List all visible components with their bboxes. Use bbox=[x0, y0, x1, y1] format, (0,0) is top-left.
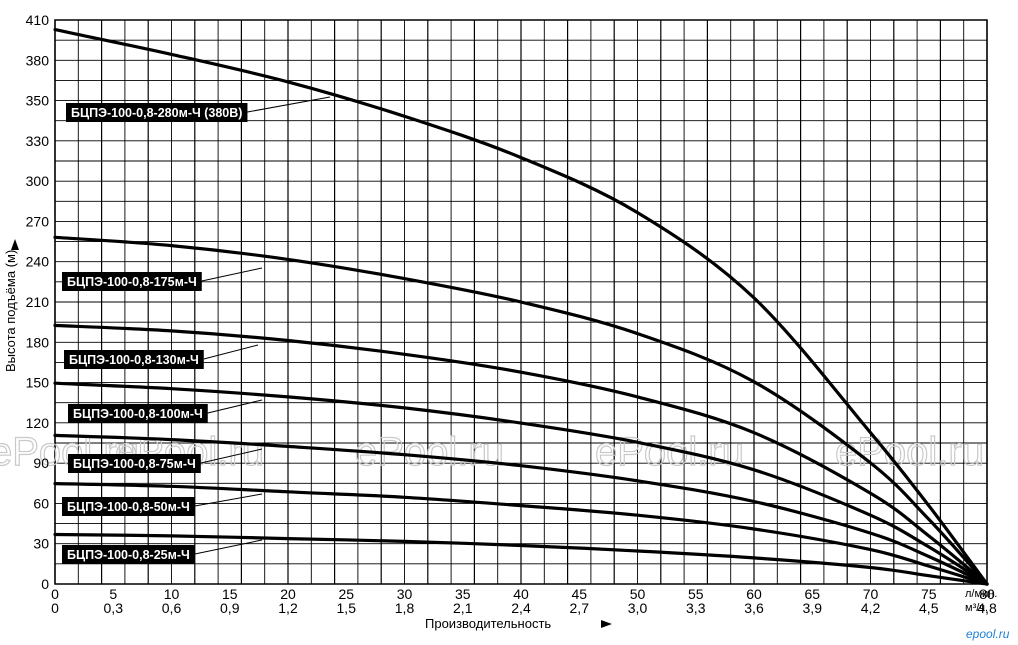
x-unit-secondary: м³/ч. bbox=[965, 602, 988, 614]
series-leader-line bbox=[194, 539, 263, 555]
x-tick-label-secondary: 2,1 bbox=[453, 600, 473, 616]
series-label-5: БЦПЭ-100-0,8-50м-Ч bbox=[62, 493, 263, 516]
y-tick-label: 410 bbox=[26, 12, 50, 28]
x-tick-label-secondary: 2,7 bbox=[570, 600, 590, 616]
y-tick-label: 90 bbox=[33, 455, 49, 471]
series-leader-line bbox=[200, 448, 263, 464]
watermark-text: ePool.ru bbox=[835, 430, 984, 474]
series-label-1: БЦПЭ-100-0,8-175м-Ч bbox=[62, 267, 263, 291]
series-curve-1 bbox=[53, 235, 989, 586]
series-label-text: БЦПЭ-100-0,8-130м-Ч bbox=[69, 353, 199, 367]
series-leader-line bbox=[247, 96, 331, 113]
y-tick-label: 240 bbox=[26, 254, 50, 270]
y-tick-label: 150 bbox=[26, 375, 50, 391]
series-curve-0 bbox=[53, 28, 989, 586]
series-leader-line bbox=[201, 267, 263, 282]
x-tick-label: 75 bbox=[921, 586, 937, 602]
x-tick-label-secondary: 4,2 bbox=[861, 600, 881, 616]
x-tick-label-secondary: 3,6 bbox=[744, 600, 764, 616]
x-tick-label: 5 bbox=[109, 586, 117, 602]
axes-layer: 0306090120150180210240270300330350380410… bbox=[11, 12, 997, 628]
series-label-box bbox=[68, 454, 201, 473]
x-tick-label: 50 bbox=[630, 586, 646, 602]
x-tick-label: 55 bbox=[688, 586, 704, 602]
x-tick-label: 35 bbox=[455, 586, 471, 602]
corner-watermark: epool.ru bbox=[966, 627, 1010, 641]
series-label-box bbox=[62, 497, 195, 516]
series-label-box bbox=[68, 404, 208, 423]
x-tick-label-secondary: 3,3 bbox=[686, 600, 706, 616]
x-tick-label-secondary: 4,5 bbox=[919, 600, 939, 616]
series-label-text: БЦПЭ-100-0,8-100м-Ч bbox=[73, 407, 203, 421]
series-label-6: БЦПЭ-100-0,8-25м-Ч bbox=[62, 539, 263, 564]
series-label-text: БЦПЭ-100-0,8-175м-Ч bbox=[67, 275, 197, 289]
series-leader-line bbox=[207, 399, 263, 414]
y-tick-label: 330 bbox=[26, 133, 50, 149]
y-tick-label: 60 bbox=[33, 495, 49, 511]
y-tick-label: 350 bbox=[26, 93, 50, 109]
series-label-text: БЦПЭ-100-0,8-280м-Ч (380В) bbox=[71, 106, 242, 120]
y-tick-label: 210 bbox=[26, 294, 50, 310]
x-tick-label-secondary: 1,8 bbox=[395, 600, 415, 616]
series-label-box bbox=[62, 545, 195, 564]
x-tick-label: 40 bbox=[513, 586, 529, 602]
series-curve-6 bbox=[53, 532, 989, 586]
y-tick-label: 300 bbox=[26, 173, 50, 189]
series-curve-3 bbox=[53, 381, 989, 586]
x-tick-label: 45 bbox=[571, 586, 587, 602]
y-axis-arrow-icon bbox=[11, 239, 19, 250]
curves-layer bbox=[53, 28, 989, 586]
x-tick-label: 60 bbox=[746, 586, 762, 602]
x-axis-arrow-icon bbox=[601, 620, 612, 628]
x-tick-label-secondary: 2,4 bbox=[511, 600, 531, 616]
y-tick-label: 120 bbox=[26, 415, 50, 431]
x-tick-label-secondary: 3,0 bbox=[628, 600, 648, 616]
x-tick-label-secondary: 1,5 bbox=[337, 600, 357, 616]
x-tick-label: 25 bbox=[338, 586, 354, 602]
series-leader-line bbox=[203, 344, 259, 360]
y-tick-label: 180 bbox=[26, 334, 50, 350]
series-label-3: БЦПЭ-100-0,8-100м-Ч bbox=[68, 399, 263, 423]
x-tick-label: 10 bbox=[164, 586, 180, 602]
series-curve-5 bbox=[53, 482, 989, 586]
series-leader-line bbox=[194, 493, 263, 507]
series-label-text: БЦПЭ-100-0,8-75м-Ч bbox=[73, 457, 196, 471]
x-tick-label: 0 bbox=[51, 586, 59, 602]
y-tick-label: 380 bbox=[26, 52, 50, 68]
plot-frame bbox=[54, 19, 988, 585]
x-tick-label: 30 bbox=[397, 586, 413, 602]
series-label-0: БЦПЭ-100-0,8-280м-Ч (380В) bbox=[66, 96, 331, 122]
x-tick-label-secondary: 0,3 bbox=[104, 600, 124, 616]
x-tick-label-secondary: 1,2 bbox=[278, 600, 298, 616]
series-label-box bbox=[64, 350, 204, 369]
series-label-box bbox=[62, 272, 202, 291]
y-tick-label: 0 bbox=[41, 576, 49, 592]
x-tick-label: 65 bbox=[804, 586, 820, 602]
x-tick-label: 80 bbox=[979, 586, 995, 602]
y-tick-label: 30 bbox=[33, 536, 49, 552]
x-tick-label-secondary: 0,6 bbox=[162, 600, 182, 616]
x-tick-label-secondary: 0,9 bbox=[220, 600, 240, 616]
y-axis-title: Высота подъёма (м) bbox=[3, 250, 18, 372]
x-axis-title: Производительность bbox=[425, 616, 551, 631]
series-label-box bbox=[66, 103, 248, 122]
series-labels-layer: БЦПЭ-100-0,8-280м-Ч (380В) БЦПЭ-100-0,8-1… bbox=[62, 96, 331, 564]
series-label-text: БЦПЭ-100-0,8-50м-Ч bbox=[67, 500, 190, 514]
x-tick-label-secondary: 4,8 bbox=[977, 600, 997, 616]
series-label-2: БЦПЭ-100-0,8-130м-Ч bbox=[64, 344, 259, 369]
watermark-text: ePool.ru bbox=[595, 430, 744, 474]
x-tick-label: 70 bbox=[863, 586, 879, 602]
series-label-4: БЦПЭ-100-0,8-75м-Ч bbox=[68, 448, 263, 473]
series-curve-4 bbox=[53, 433, 989, 586]
x-unit-primary: л/мин. bbox=[965, 588, 997, 600]
x-tick-label: 15 bbox=[222, 586, 238, 602]
x-tick-label: 20 bbox=[280, 586, 296, 602]
x-tick-label-secondary: 3,9 bbox=[803, 600, 823, 616]
x-tick-label-secondary: 0 bbox=[51, 600, 59, 616]
y-tick-label: 270 bbox=[26, 213, 50, 229]
series-label-text: БЦПЭ-100-0,8-25м-Ч bbox=[67, 548, 190, 562]
series-curve-2 bbox=[53, 323, 989, 586]
